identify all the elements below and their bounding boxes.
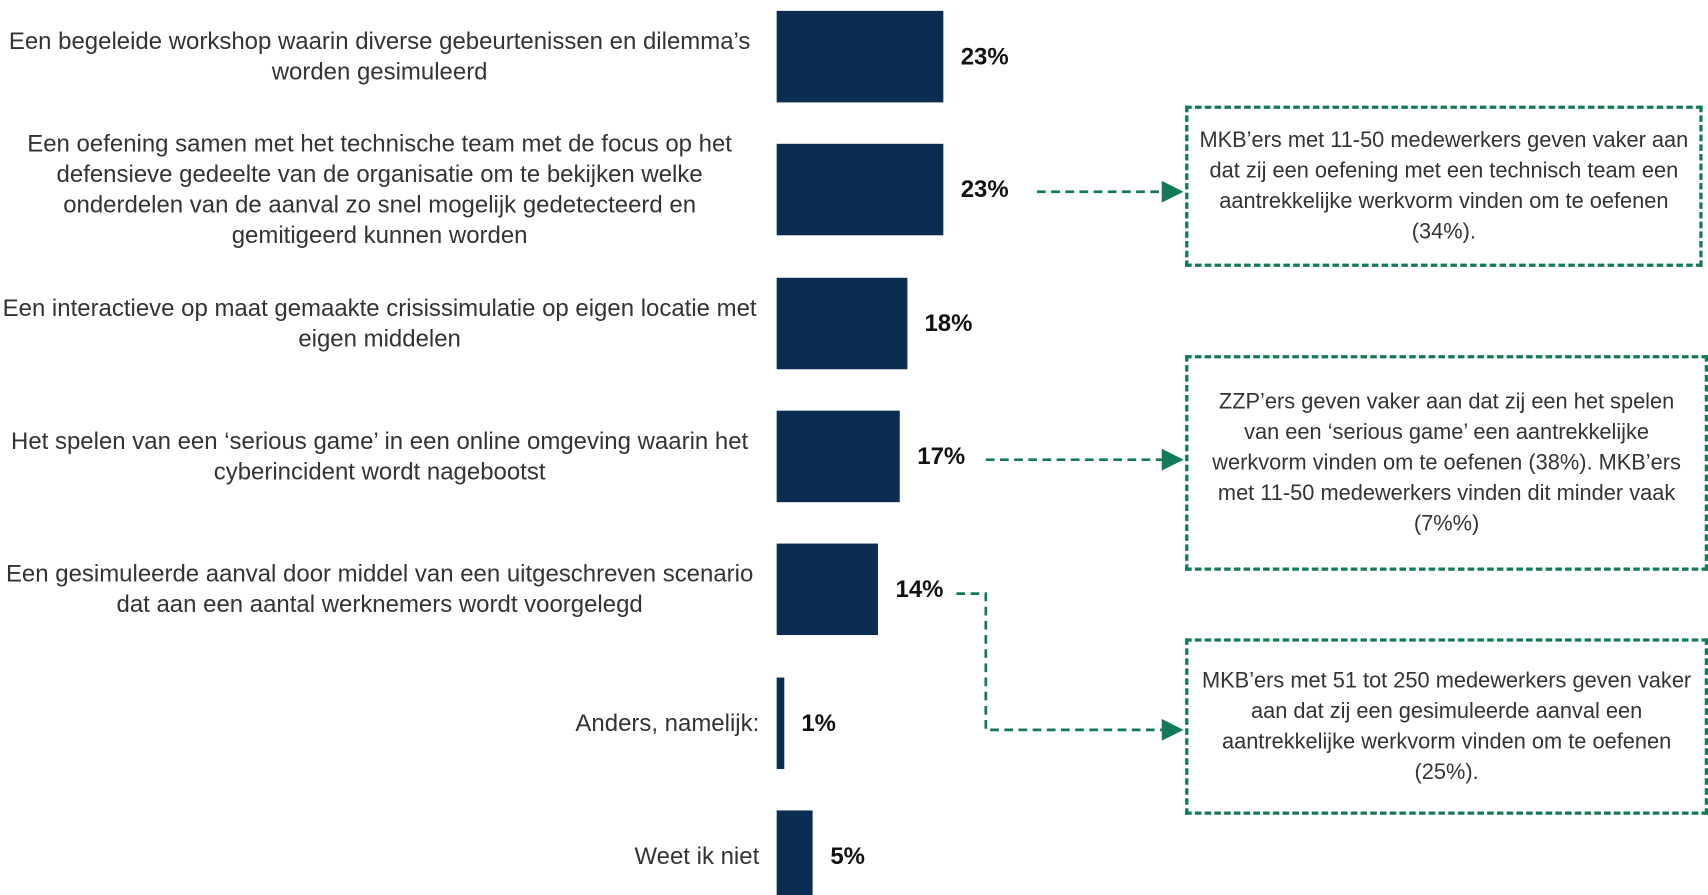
annotation: MKB’ers met 51 tot 250 medewerkers geven… [1185,638,1708,815]
connector [956,592,1184,741]
bar [776,677,784,769]
value-label: 14% [895,575,944,603]
bar [776,10,944,103]
value-label: 17% [917,442,966,470]
category-label: Anders, namelijk: [575,708,760,736]
value-label: 1% [801,708,836,736]
value-label: 23% [960,175,1009,203]
category-label: Een oefening samen met het technische te… [27,129,732,249]
category-label: Een interactieve op maat gemaakte crisis… [2,293,757,352]
bar [776,810,813,895]
category-label: Het spelen van een ‘serious game’ in een… [11,426,749,485]
value-label: 5% [830,841,865,870]
category-label: Weet ik niet [634,841,760,870]
category-label: Een begeleide workshop waarin diverse ge… [8,27,751,85]
bar [776,144,944,236]
value-label: 23% [960,42,1009,70]
category-label: Een gesimuleerde aanval door middel van … [5,560,754,618]
bar [776,277,908,369]
annotation: ZZP’ers geven vaker aan dat zij een het … [1185,355,1708,571]
bar [776,543,879,636]
bar [776,410,900,503]
value-label: 18% [924,308,973,337]
annotation: MKB’ers met 11-50 medewerkers geven vake… [1185,105,1703,267]
